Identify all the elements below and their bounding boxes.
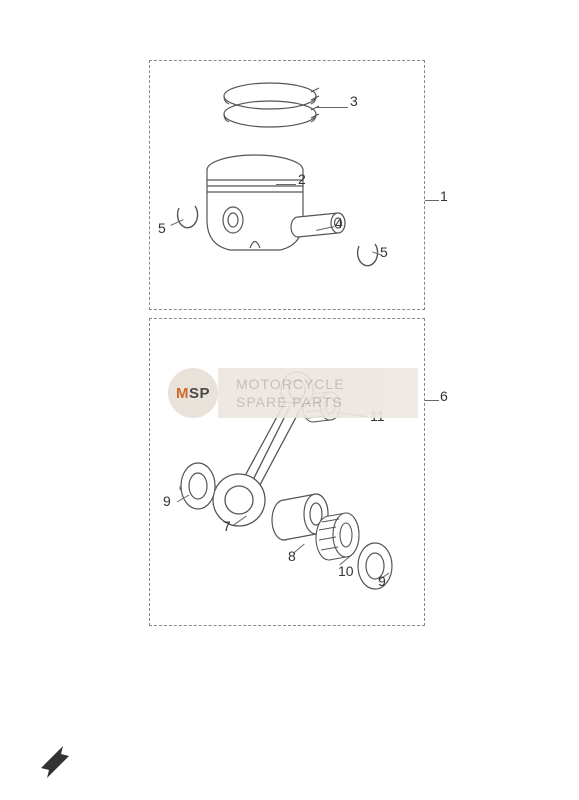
callout-7: 7	[223, 518, 231, 534]
callout-6: 6	[440, 388, 448, 404]
watermark-line2: SPARE PARTS	[236, 394, 343, 410]
callout-9l: 9	[163, 493, 171, 509]
leader-3	[316, 107, 348, 108]
callout-4: 4	[335, 215, 343, 231]
callout-8: 8	[288, 548, 296, 564]
callout-5l: 5	[158, 220, 166, 236]
watermark-badge: M S P	[168, 368, 218, 418]
watermark-p: P	[200, 385, 211, 402]
callout-10: 10	[338, 563, 354, 579]
piston-rings	[215, 78, 325, 138]
watermark-s: S	[189, 385, 200, 402]
callout-2: 2	[298, 171, 306, 187]
page-continuation-arrow-icon	[35, 740, 75, 780]
watermark-m: M	[176, 385, 189, 402]
callout-3: 3	[350, 93, 358, 109]
callout-9r: 9	[378, 573, 386, 589]
washer-right	[352, 540, 398, 592]
diagram-canvas: 3 2 1 4 5 5 6 11 9 7 8 10 9 MOTORCYCLE S…	[0, 0, 579, 800]
watermark-band: MOTORCYCLE SPARE PARTS	[218, 368, 418, 418]
callout-5r: 5	[380, 244, 388, 260]
washer-left	[175, 460, 221, 512]
leader-6	[425, 400, 439, 401]
leader-1	[425, 200, 439, 201]
circlip-left	[175, 200, 201, 230]
leader-2	[276, 184, 296, 185]
watermark-line1: MOTORCYCLE	[236, 376, 345, 392]
callout-1: 1	[440, 188, 448, 204]
